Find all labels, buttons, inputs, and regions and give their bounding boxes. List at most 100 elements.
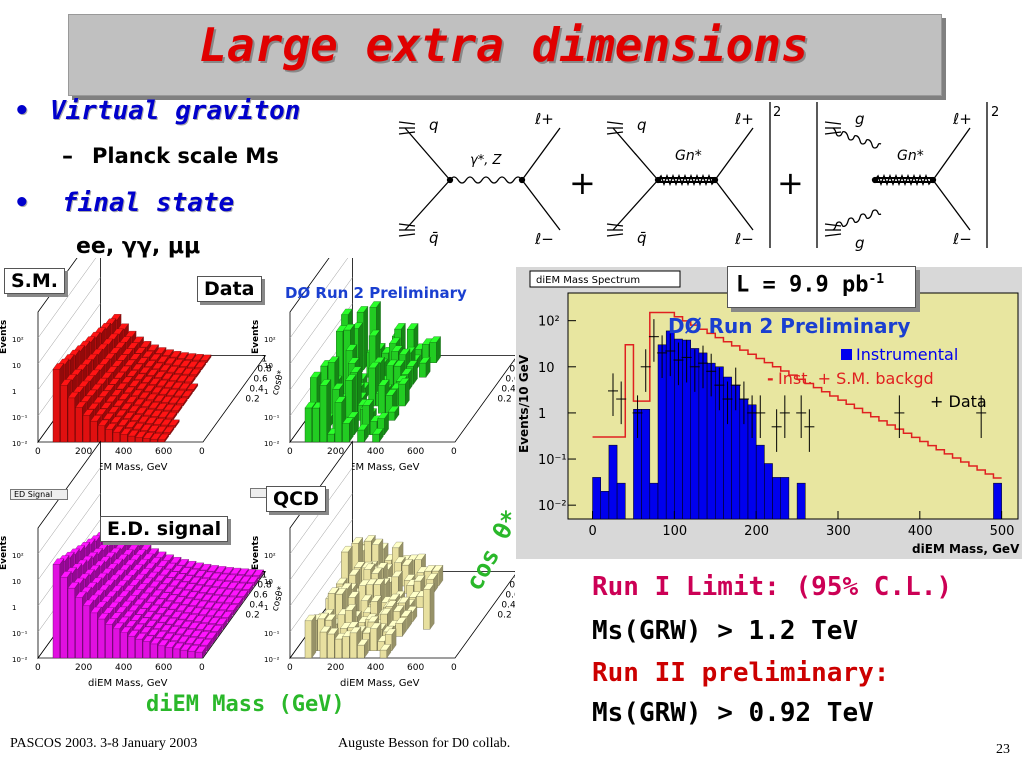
y-tick-label: 0.4 — [501, 601, 515, 611]
luminosity-text: L = 9.9 pb — [736, 272, 869, 298]
result-run2-value: Ms(GRW) > 0.92 TeV — [592, 698, 874, 728]
y-tick-label: 1 — [513, 355, 515, 365]
plus-sign-1: + — [569, 164, 596, 202]
y-tick-label: 1 — [261, 355, 267, 365]
x-tick-label: 400 — [367, 447, 384, 457]
sm-label: S.M. — [4, 268, 66, 294]
instrumental-bar — [616, 482, 626, 520]
y-tick-label: 10⁻² — [538, 499, 567, 514]
y-axis-label: cosθ* — [271, 369, 287, 396]
z-tick-label: 1 — [264, 388, 268, 396]
diagram1-lminus: ℓ− — [534, 230, 554, 248]
y-tick-label: 0.6 — [505, 591, 515, 601]
bullet-final-state: final state — [62, 188, 235, 218]
x-tick-label: 200 — [327, 663, 344, 673]
diagram3-g-top: g — [855, 110, 865, 128]
spectrum-ylabel: Events/10 GeV — [517, 354, 531, 453]
instrumental-bar — [600, 491, 610, 520]
z-tick-label: 10² — [264, 336, 276, 344]
z-tick-label: 10² — [264, 552, 276, 560]
feynman-diagram-2 — [606, 121, 754, 237]
footer-page-number: 23 — [996, 742, 1010, 757]
z-tick-label: 10 — [12, 578, 21, 586]
z-axis-label: Events — [251, 536, 261, 570]
x-tick-label: 400 — [908, 524, 933, 539]
z-tick-label: 10⁻² — [264, 440, 280, 448]
x-axis-label: diEM Mass, GeV — [340, 678, 420, 689]
title-box — [68, 14, 942, 96]
instrumental-bar — [641, 409, 651, 520]
x-tick-label: 0 — [35, 663, 41, 673]
qcd-lego-panel: 10² 10 1 10⁻¹ 10⁻² Events 0 200 400 600 0 diEM Mass… — [251, 440, 515, 689]
power-2: 2 — [991, 105, 999, 120]
x-tick-label: 200 — [75, 663, 92, 673]
z-tick-label: 1 — [12, 604, 16, 612]
x-tick-label: 0 — [451, 663, 457, 673]
spectrum-y-ticks: 10² 10 1 10⁻¹ 10⁻² — [538, 315, 576, 514]
y-tick-label: 0.2 — [245, 395, 259, 405]
x-tick-label: 200 — [744, 524, 769, 539]
x-tick-label: 600 — [155, 447, 172, 457]
instrumental-bar — [796, 482, 806, 520]
diagram3-boson: Gn* — [897, 148, 924, 164]
x-tick-label: 600 — [407, 663, 424, 673]
x-tick-label: 0 — [451, 447, 457, 457]
z-axis-label: Events — [0, 320, 9, 354]
y-axis-label: cosθ* — [271, 585, 287, 612]
data-preliminary-label: DØ Run 2 Preliminary — [285, 284, 467, 302]
diagram3-g-bottom: g — [855, 234, 865, 252]
legend-data: + Data — [930, 392, 987, 411]
bullet-virtual-graviton: Virtual graviton — [50, 96, 301, 126]
y-tick-label: 10⁻¹ — [538, 453, 567, 468]
footer-author: Auguste Besson for D0 collab. — [338, 736, 511, 751]
x-axis-label: diEM Mass, GeV — [88, 678, 168, 689]
luminosity-exponent: -1 — [868, 272, 885, 287]
y-tick-label: 0.8 — [509, 581, 515, 591]
x-axis-label: diEM Mass, GeV — [88, 462, 168, 473]
diagram2-boson: Gn* — [675, 148, 702, 164]
mass-spectrum-plot: diEM Mass Spectrum DØ Run 2 Preliminary … — [516, 267, 1022, 559]
x-tick-label: 0 — [589, 524, 597, 539]
z-tick-label: 10 — [264, 578, 273, 586]
ed-signal-small-tag: ED Signal — [10, 489, 68, 500]
x-tick-label: 400 — [115, 447, 132, 457]
power-1: 2 — [773, 105, 781, 120]
y-tick-label: 1 — [538, 407, 546, 422]
z-tick-label: 1 — [264, 604, 268, 612]
spectrum-x-ticks: 0 100 200 300 400 500 — [589, 511, 1014, 539]
bullet-planck-scale: Planck scale Ms — [92, 144, 279, 168]
result-run1-value: Ms(GRW) > 1.2 TeV — [592, 616, 859, 646]
y-tick-label: 0.6 — [253, 591, 268, 601]
instrumental-bar — [772, 477, 781, 520]
diagram1-lplus: ℓ+ — [534, 110, 554, 128]
z-tick-label: 10² — [12, 336, 24, 344]
y-tick-label: 0.8 — [509, 365, 515, 375]
x-tick-label: 0 — [199, 663, 205, 673]
y-tick-label: 1 — [513, 571, 515, 581]
z-axis-label: Events — [251, 320, 261, 354]
qcd-label: QCD — [266, 486, 326, 512]
footer-conference: PASCOS 2003. 3-8 January 2003 — [10, 736, 198, 751]
data-label: Data — [197, 276, 262, 302]
y-tick-label: 10² — [538, 315, 560, 330]
legend-instr-swatch — [841, 349, 852, 360]
luminosity-value: L = 9.9 pb-1 — [736, 272, 884, 297]
x-tick-label: 400 — [115, 663, 132, 673]
z-axis-label: Events — [0, 536, 9, 570]
feynman-diagrams: q q̄ γ*, Z ℓ+ ℓ− + q q̄ Gn* ℓ+ ℓ− 2 + g … — [398, 102, 999, 252]
diagram1-q: q — [429, 116, 439, 134]
instrumental-bar — [592, 477, 601, 520]
spectrum-preliminary: DØ Run 2 Preliminary — [668, 314, 910, 338]
instrumental-bar — [993, 482, 1002, 520]
result-run2-label: Run II preliminary: — [592, 658, 890, 688]
x-tick-label: 0 — [199, 447, 205, 457]
diagram3-lplus: ℓ+ — [952, 110, 972, 128]
z-tick-label: 10⁻¹ — [264, 630, 280, 638]
bullet-dash: – — [62, 144, 73, 169]
y-tick-label: 0.8 — [257, 365, 272, 375]
bullet-final-state-channels: ee, γγ, μμ — [76, 234, 201, 259]
z-tick-label: 10⁻¹ — [12, 630, 28, 638]
